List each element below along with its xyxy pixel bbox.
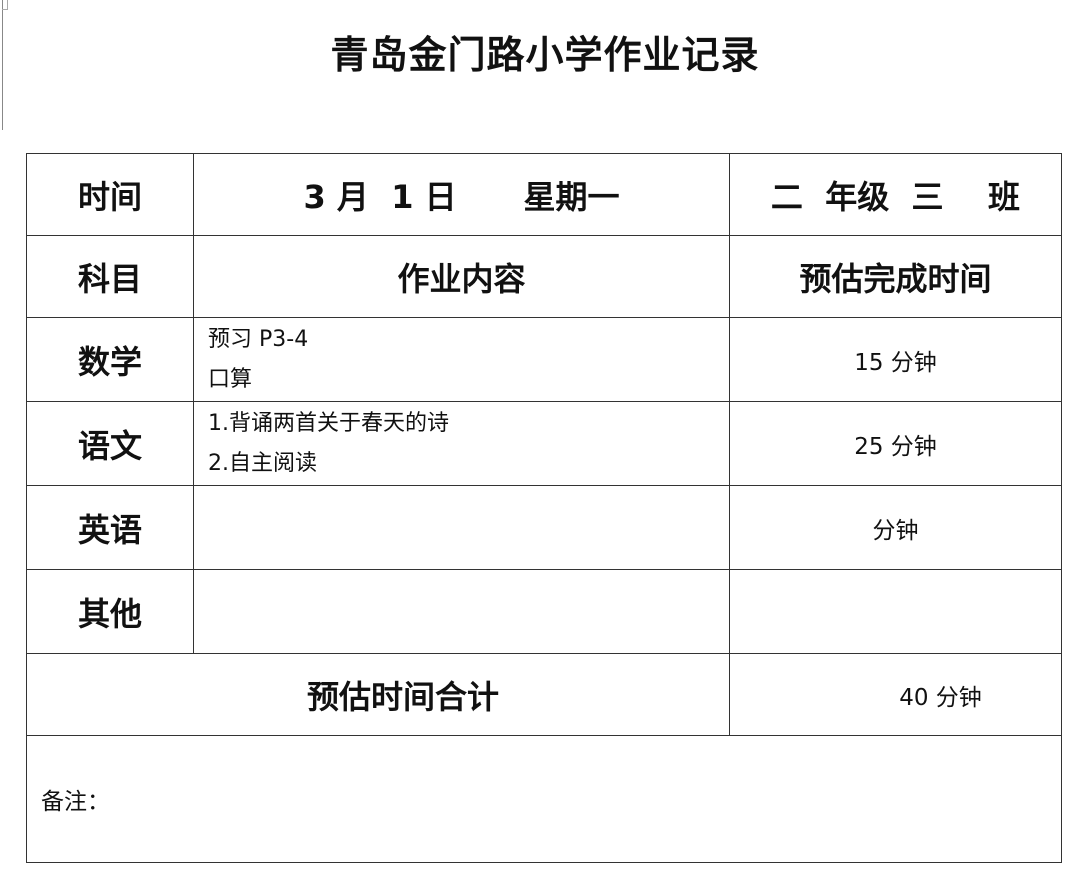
document-title: 青岛金门路小学作业记录 bbox=[330, 33, 760, 77]
homework-table: 时间 3 月 1 日 星期一 二 年级 三 班 科目 作业内容 预估完成时间 数… bbox=[26, 153, 1062, 863]
content-cell[interactable] bbox=[193, 569, 730, 654]
estimate-header: 预估完成时间 bbox=[729, 235, 1062, 318]
time-cell[interactable] bbox=[729, 569, 1062, 654]
subject-cell: 语文 bbox=[26, 401, 194, 486]
page-edge bbox=[2, 0, 3, 130]
content-line: 1.背诵两首关于春天的诗 bbox=[208, 410, 449, 436]
date-cell: 3 月 1 日 星期一 bbox=[193, 153, 730, 236]
column-header-row: 科目 作业内容 预估完成时间 bbox=[26, 235, 1062, 318]
subject-cell: 英语 bbox=[26, 485, 194, 570]
time-label: 时间 bbox=[26, 153, 194, 236]
time-cell[interactable]: 分钟 bbox=[729, 485, 1062, 570]
table-row: 英语 分钟 bbox=[26, 485, 1062, 570]
subject-header: 科目 bbox=[26, 235, 194, 318]
note-cell[interactable]: 备注： bbox=[26, 735, 1062, 863]
page-corner-mark bbox=[2, 0, 8, 10]
subject-cell: 其他 bbox=[26, 569, 194, 654]
total-row: 预估时间合计 40 分钟 bbox=[26, 653, 1062, 736]
time-cell[interactable]: 25 分钟 bbox=[729, 401, 1062, 486]
content-line: 预习 P3-4 bbox=[208, 326, 309, 352]
content-cell[interactable]: 预习 P3-4 口算 bbox=[193, 317, 730, 402]
table-row: 数学 预习 P3-4 口算 15 分钟 bbox=[26, 317, 1062, 402]
content-cell[interactable]: 1.背诵两首关于春天的诗 2.自主阅读 bbox=[193, 401, 730, 486]
table-row: 其他 bbox=[26, 569, 1062, 654]
content-header: 作业内容 bbox=[193, 235, 730, 318]
subject-cell: 数学 bbox=[26, 317, 194, 402]
header-row: 时间 3 月 1 日 星期一 二 年级 三 班 bbox=[26, 153, 1062, 236]
time-cell[interactable]: 15 分钟 bbox=[729, 317, 1062, 402]
note-row: 备注： bbox=[26, 735, 1062, 863]
class-cell: 二 年级 三 班 bbox=[729, 153, 1062, 236]
total-value[interactable]: 40 分钟 bbox=[729, 653, 1062, 736]
content-line: 2.自主阅读 bbox=[208, 450, 317, 476]
note-label: 备注： bbox=[41, 789, 110, 815]
total-label: 预估时间合计 bbox=[26, 653, 730, 736]
table-row: 语文 1.背诵两首关于春天的诗 2.自主阅读 25 分钟 bbox=[26, 401, 1062, 486]
content-cell[interactable] bbox=[193, 485, 730, 570]
content-line: 口算 bbox=[208, 366, 253, 392]
